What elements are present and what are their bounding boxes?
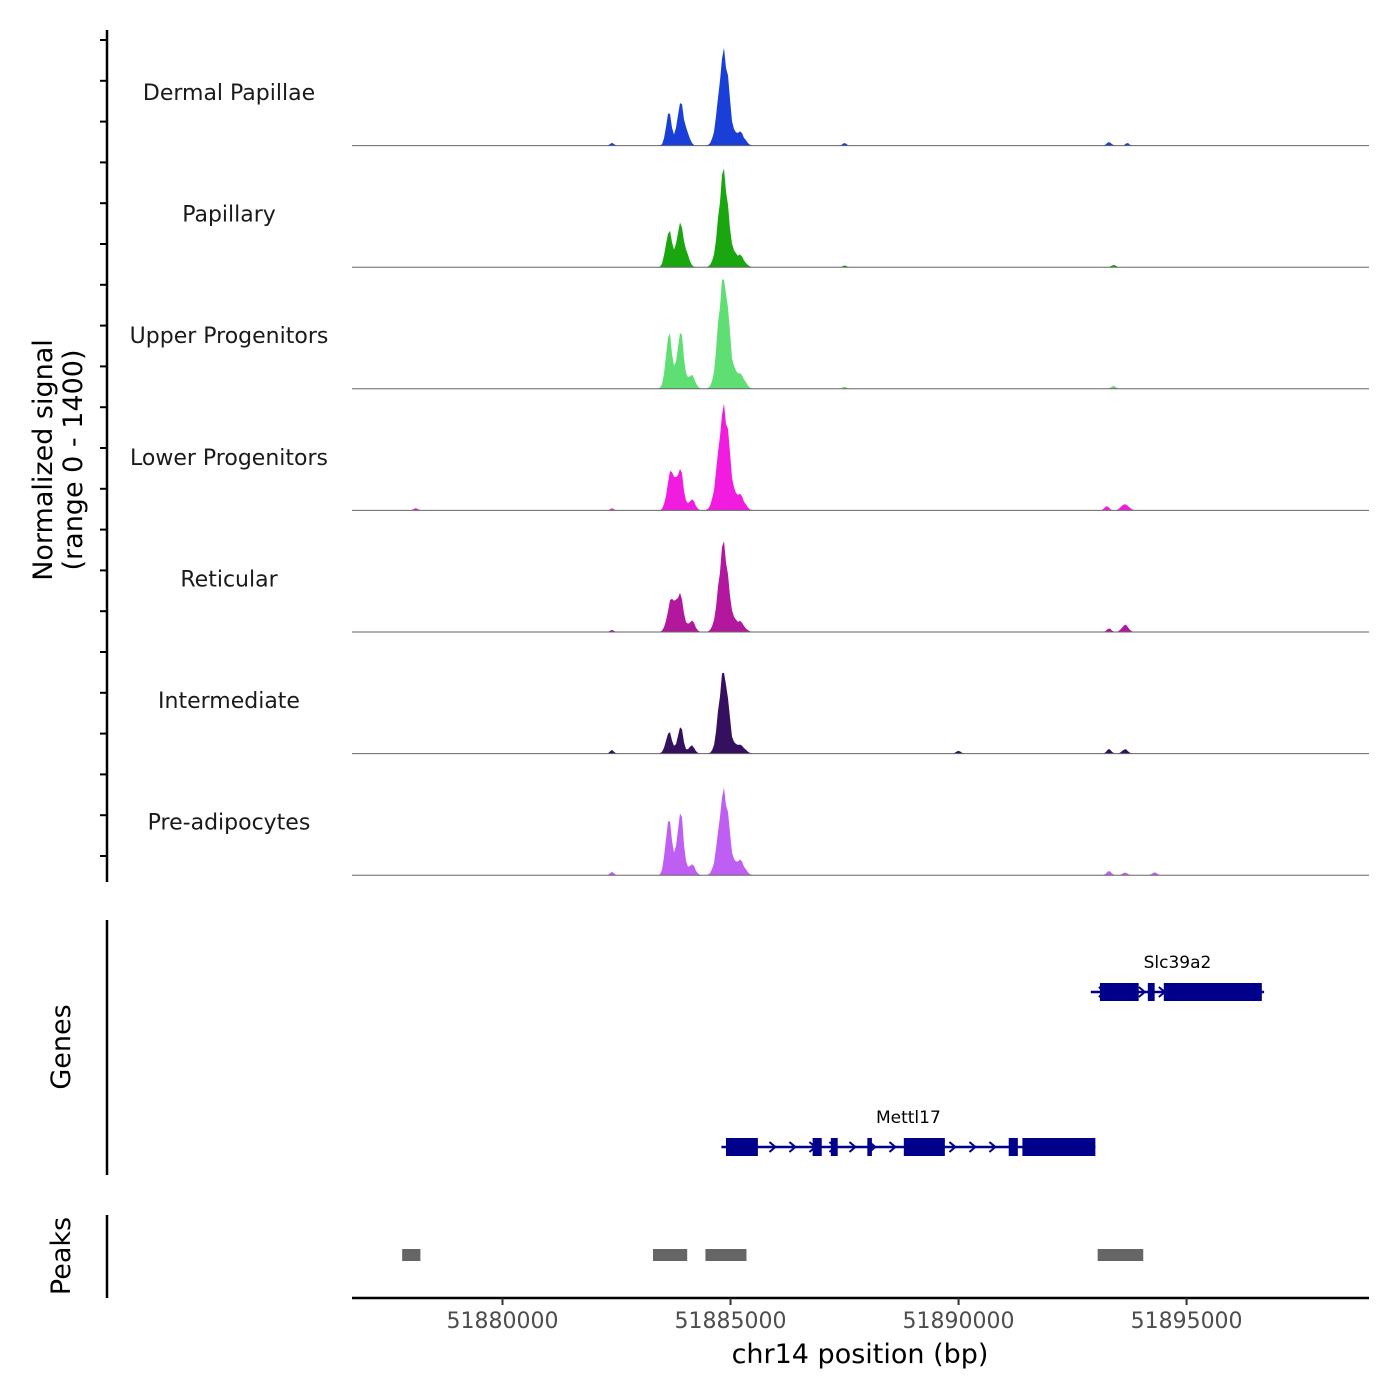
strand-arrow <box>768 1141 777 1153</box>
signal-y-label-line2: (range 0 - 1400) <box>58 350 89 571</box>
coverage-area <box>352 47 1369 146</box>
track-label: Upper Progenitors <box>130 324 329 349</box>
track-label: Papillary <box>182 203 276 228</box>
signal-y-ticks <box>100 39 107 857</box>
exon <box>1163 983 1262 1001</box>
coverage-track: Reticular <box>180 541 1369 633</box>
coverage-track: Pre-adipocytes <box>148 787 1369 876</box>
peak-region <box>402 1249 421 1261</box>
x-tick-label: 51885000 <box>675 1309 787 1334</box>
coverage-track: Lower Progenitors <box>130 403 1369 511</box>
exon <box>867 1138 872 1156</box>
gene-name-label: Mettl17 <box>876 1108 941 1128</box>
gene-annotation-track: Slc39a2 Mettl17 <box>721 953 1265 1156</box>
peak-region <box>1097 1249 1144 1261</box>
strand-arrow <box>948 1141 957 1153</box>
coverage-area <box>352 403 1369 511</box>
track-label: Intermediate <box>158 689 300 714</box>
coverage-area <box>352 787 1369 876</box>
track-label: Reticular <box>180 567 278 592</box>
gene-model: Slc39a2 <box>1090 953 1265 1001</box>
peak-track <box>402 1249 1144 1261</box>
strand-arrow <box>968 1141 977 1153</box>
coverage-track: Papillary <box>182 168 1369 268</box>
exon <box>812 1138 822 1156</box>
exon <box>1008 1138 1018 1156</box>
coverage-area <box>352 168 1369 268</box>
peaks-axis-label: Peaks <box>46 1217 77 1295</box>
track-label: Dermal Papillae <box>143 81 315 106</box>
strand-arrow <box>988 1141 997 1153</box>
track-label: Pre-adipocytes <box>148 811 311 836</box>
genes-axis-label: Genes <box>46 1004 77 1089</box>
exon <box>1022 1138 1096 1156</box>
peak-region <box>705 1249 747 1261</box>
coverage-area <box>352 541 1369 632</box>
x-tick-label: 51895000 <box>1131 1309 1243 1334</box>
coverage-track: Dermal Papillae <box>143 47 1369 147</box>
x-tick-label: 51890000 <box>903 1309 1015 1334</box>
coverage-area <box>352 672 1369 754</box>
strand-arrow <box>888 1141 897 1153</box>
exon <box>830 1138 838 1156</box>
x-axis-title: chr14 position (bp) <box>732 1339 989 1370</box>
strand-arrow <box>788 1141 797 1153</box>
coverage-tracks: Dermal Papillae Papillary Upper Progenitor… <box>130 47 1369 876</box>
gene-model: Mettl17 <box>721 1108 1096 1156</box>
exon <box>725 1138 758 1156</box>
exon <box>903 1138 945 1156</box>
gene-name-label: Slc39a2 <box>1144 953 1212 973</box>
exon <box>1147 983 1155 1001</box>
strand-arrow <box>848 1141 857 1153</box>
x-axis-ticks: 51880000 51885000 51890000 51895000 <box>447 1298 1243 1334</box>
exon <box>1099 983 1139 1001</box>
coverage-track: Intermediate <box>158 672 1369 755</box>
x-tick-label: 51880000 <box>447 1309 559 1334</box>
coverage-area <box>352 279 1369 389</box>
track-label: Lower Progenitors <box>130 446 328 471</box>
signal-y-label-line1: Normalized signal <box>28 339 59 581</box>
coverage-track: Upper Progenitors <box>130 279 1369 390</box>
strand-arrow <box>1138 986 1147 998</box>
peak-region <box>652 1249 688 1261</box>
